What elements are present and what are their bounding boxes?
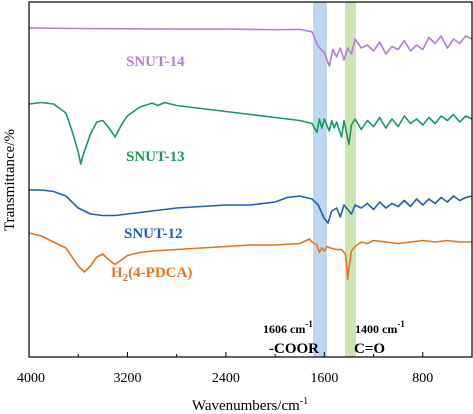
y-axis-label: Transmittance/% — [2, 129, 18, 231]
x-tick-label-1: 3200 — [113, 371, 141, 386]
series-label-snut-13: SNUT-13 — [126, 149, 185, 165]
series-label-h2-4-pdca: H2(4-PDCA) — [111, 265, 192, 284]
x-axis-label: Wavenumbers/cm-1 — [192, 396, 308, 414]
series-line-0 — [28, 27, 473, 67]
series-label-snut-14: SNUT-14 — [126, 54, 185, 70]
x-axis-label-text: Wavenumbers/cm — [192, 398, 300, 414]
band-group-coor: -COOR — [269, 341, 319, 357]
x-axis-ticks: 4000 3200 2400 1600 800 — [17, 352, 473, 386]
h2-label-pre: H — [111, 265, 123, 281]
band-label-1606: 1606 cm-1 — [263, 319, 313, 336]
band-cooR — [313, 2, 327, 357]
series-traces — [28, 27, 473, 281]
series-line-1 — [28, 101, 473, 165]
band-label-1606-value: 1606 cm — [263, 322, 305, 336]
band-group-c-o: C=O — [354, 341, 385, 357]
h2-label-post: (4-PDCA) — [128, 265, 192, 281]
band-label-1400-value: 1400 cm — [355, 322, 397, 336]
series-line-3 — [28, 232, 472, 281]
x-tick-label-3: 1600 — [310, 371, 338, 386]
series-line-2 — [29, 189, 473, 224]
x-tick-label-2: 2400 — [212, 371, 240, 386]
x-axis-label-sup: -1 — [300, 396, 308, 407]
band-c-o — [345, 2, 356, 357]
x-tick-label-0: 4000 — [17, 371, 45, 386]
plot-frame — [28, 1, 473, 358]
series-label-snut-12: SNUT-12 — [124, 226, 183, 242]
band-label-1400: 1400 cm-1 — [355, 319, 405, 336]
h2-label-sub: 2 — [123, 272, 129, 284]
x-tick-label-4: 800 — [412, 371, 433, 386]
band-label-1606-sup: -1 — [305, 319, 313, 329]
band-label-1400-sup: -1 — [397, 319, 405, 329]
